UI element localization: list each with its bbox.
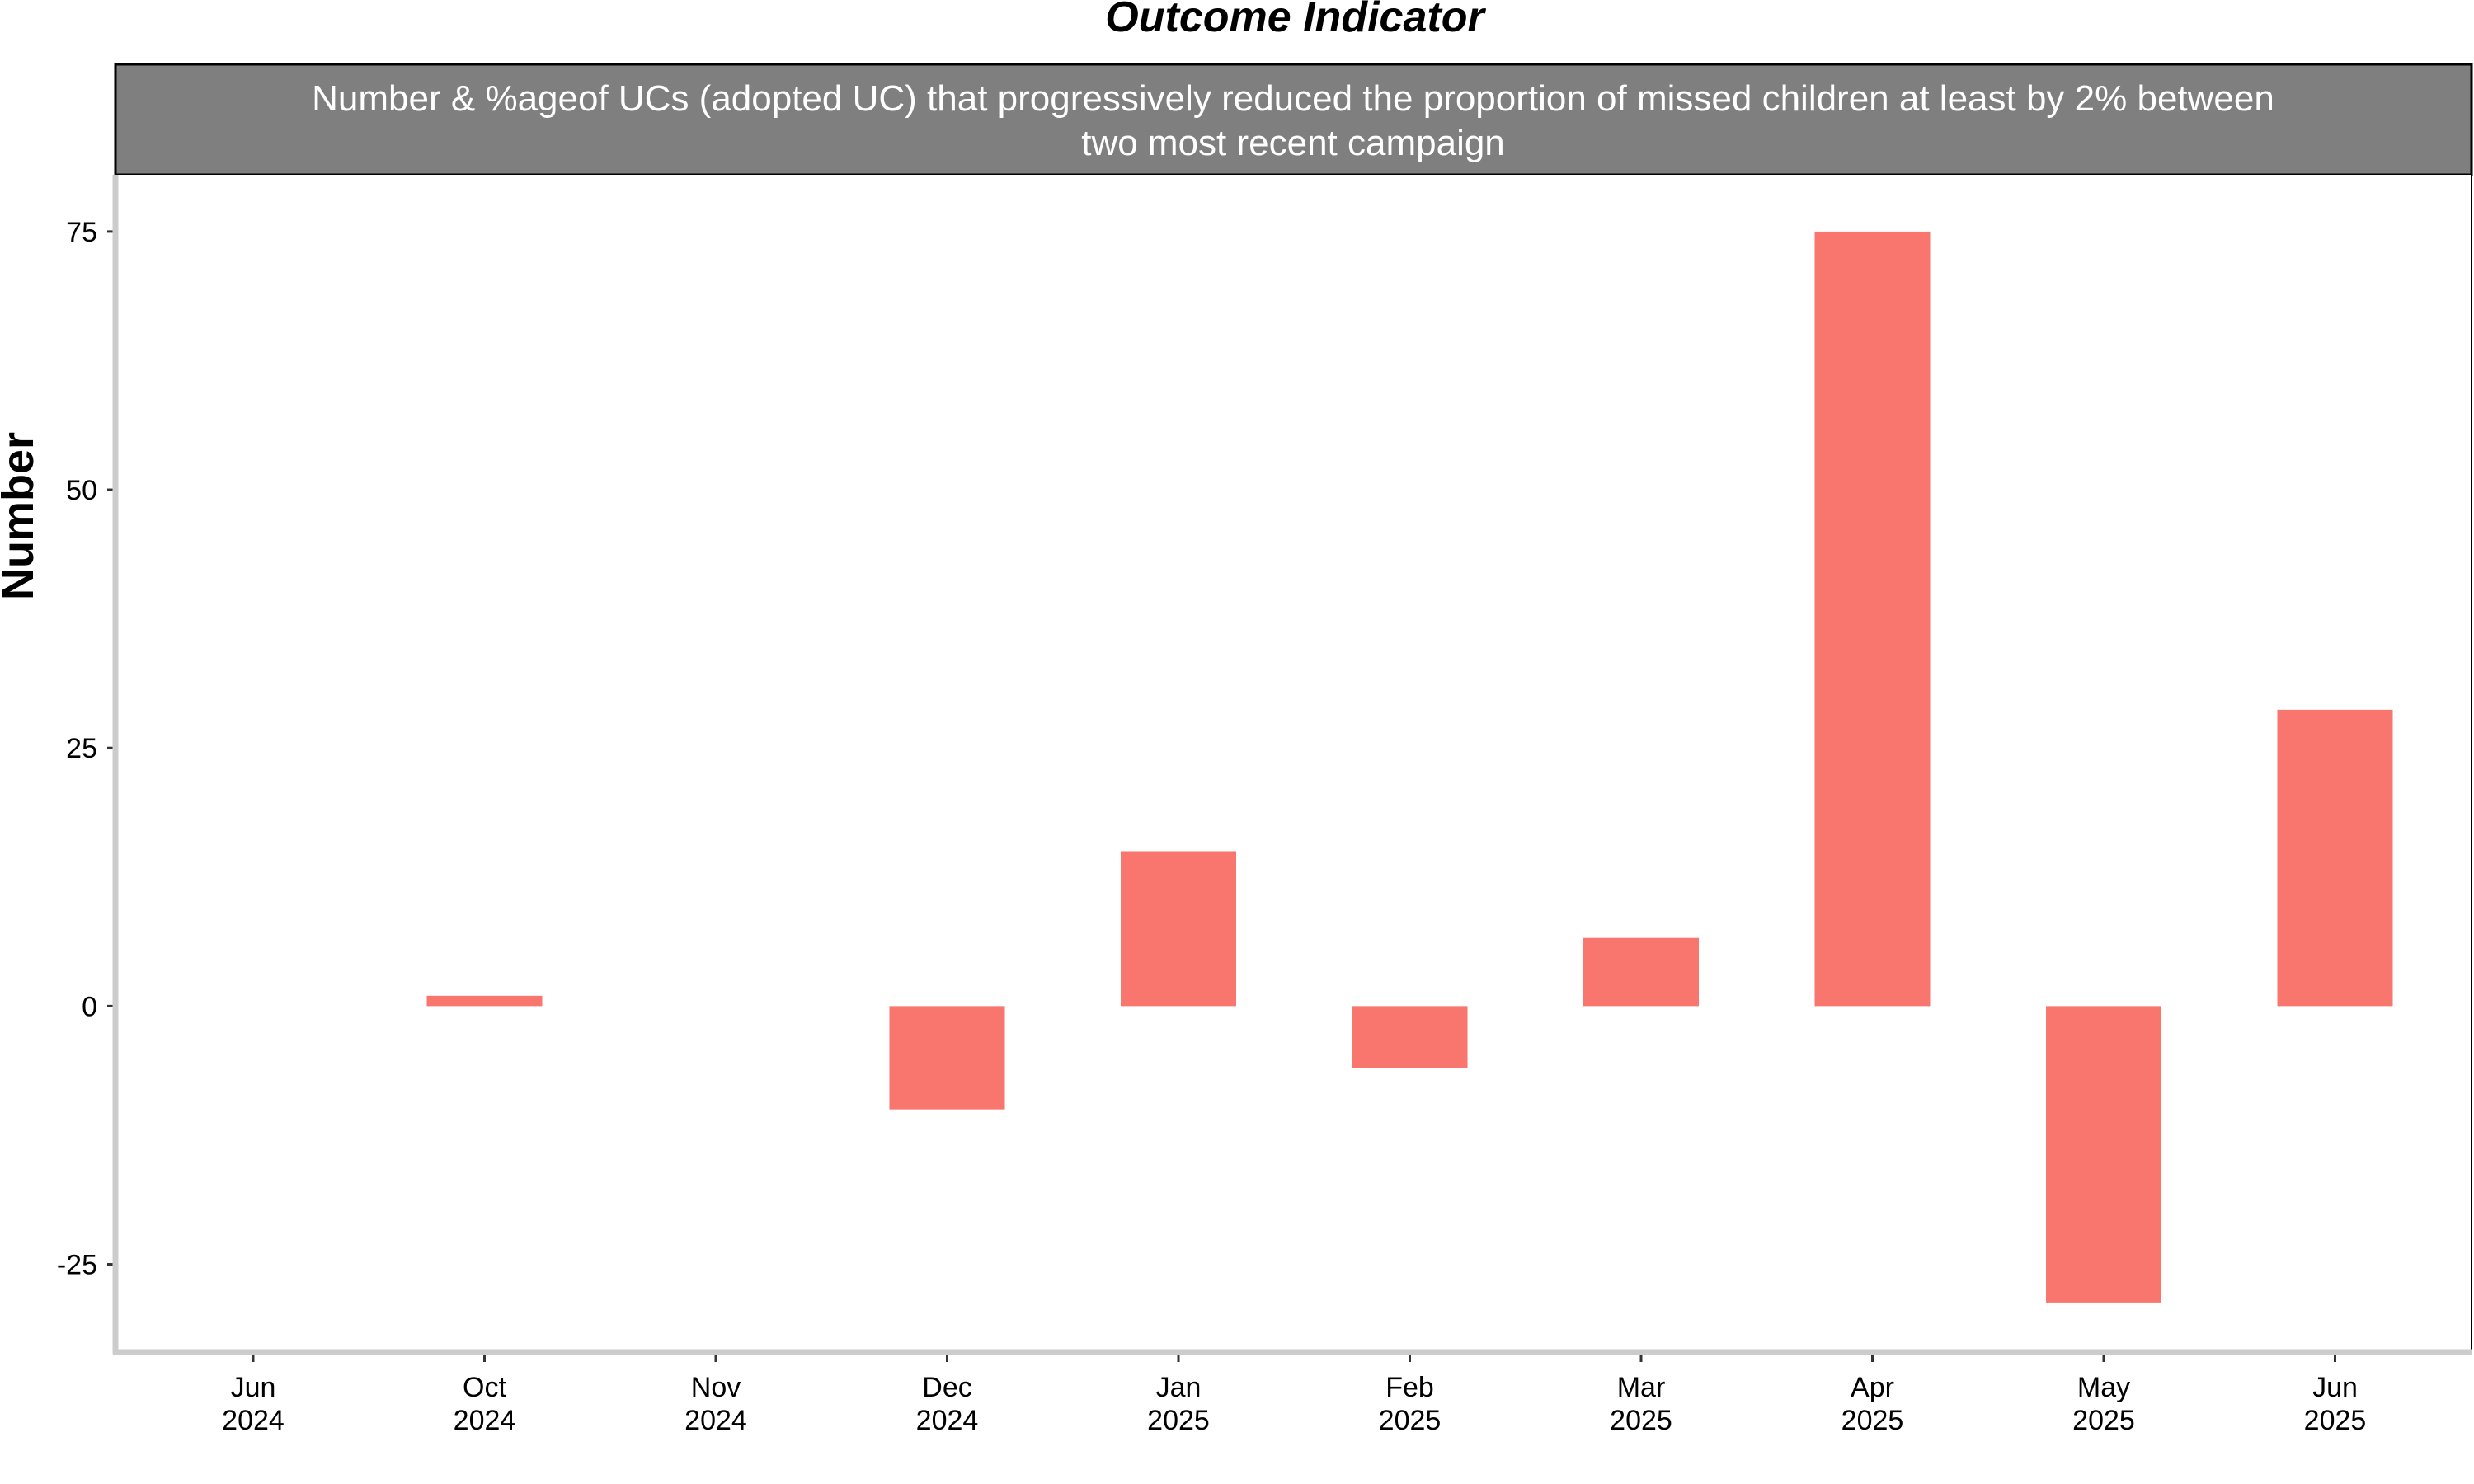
x-tick-label: Jan 2025 bbox=[1147, 1372, 1210, 1436]
subtitle-line-1: Number & %ageof UCs (adopted UC) that pr… bbox=[312, 78, 2274, 119]
bar-dec-2024 bbox=[889, 1006, 1005, 1110]
y-tick-label: -25 bbox=[57, 1250, 97, 1281]
subtitle-line-2: two most recent campaign bbox=[1081, 123, 1505, 163]
x-tick-label: Dec 2024 bbox=[916, 1372, 979, 1436]
y-tick-label: 50 bbox=[66, 475, 97, 506]
bar-jan-2025 bbox=[1121, 851, 1236, 1007]
y-axis-title: Number bbox=[0, 432, 43, 600]
bar-mar-2025 bbox=[1583, 937, 1699, 1007]
y-tick-label: 75 bbox=[66, 217, 97, 248]
x-tick-label: Nov 2024 bbox=[684, 1372, 747, 1436]
x-tick-label: May 2025 bbox=[2072, 1372, 2135, 1436]
y-tick-label: 0 bbox=[82, 991, 97, 1022]
x-tick-label: Oct 2024 bbox=[454, 1372, 516, 1436]
x-tick-label: Mar 2025 bbox=[1610, 1372, 1672, 1436]
bar-apr-2025 bbox=[1814, 231, 1931, 1007]
subtitle-strip bbox=[114, 63, 2473, 176]
x-tick-label: Jun 2024 bbox=[222, 1372, 285, 1436]
x-tick-label: Feb 2025 bbox=[1379, 1372, 1442, 1436]
x-tick-label: Apr 2025 bbox=[1841, 1372, 1904, 1436]
chart-title: Outcome Indicator bbox=[1105, 0, 1486, 41]
x-axis: Jun 2024 Oct 2024 Nov 2024 Dec 2024 Jan 2025 Feb 20… bbox=[222, 1352, 2366, 1436]
y-axis: -25 0 25 50 75 bbox=[57, 217, 115, 1281]
bar-may-2025 bbox=[2046, 1006, 2161, 1303]
bar-feb-2025 bbox=[1352, 1006, 1468, 1068]
y-tick-label: 25 bbox=[66, 733, 97, 764]
bar-oct-2024 bbox=[426, 995, 543, 1007]
x-tick-label: Jun 2025 bbox=[2304, 1372, 2367, 1436]
bars bbox=[426, 231, 2393, 1303]
bar-jun-2025 bbox=[2277, 709, 2393, 1007]
